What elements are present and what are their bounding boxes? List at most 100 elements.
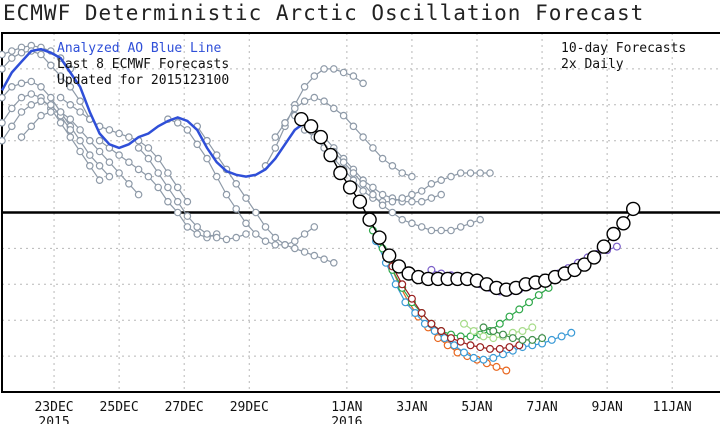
gray-forecast-3-point [8,104,16,113]
latest-forecast-point [352,194,368,209]
gray-forecast-0-point [8,47,16,55]
gray-forecast-15-point [437,226,446,235]
latest-forecast-point [303,119,319,134]
gray-forecast-1-point [46,61,55,70]
x-tick-label-7: 7JAN [526,400,557,415]
x-tick-label-9: 11JAN [653,400,692,415]
gray-forecast-1-point [8,54,16,62]
colored-forecasts [365,215,621,375]
gray-forecast-6-point [76,108,84,116]
gray-forecast-8-point [173,197,182,206]
gray-forecast-7-point [154,183,163,192]
gray-forecast-15-point [339,158,348,167]
colored-forecast-5-point [489,334,498,343]
gray-forecast-13-point [417,197,426,206]
gray-forecast-2-point [95,162,104,170]
colored-forecast-1-point [469,353,478,362]
gray-forecast-6-point [66,101,75,109]
x-tick-year-4: 2016 [331,415,362,424]
gray-forecast-6-point [144,144,153,152]
gray-forecast-5 [17,108,143,199]
gray-forecast-6-point [105,126,114,134]
gray-forecast-3-point [86,162,94,170]
colored-forecast-2-point [524,298,533,307]
colored-forecast-1-point [460,348,469,357]
gray-forecast-1-point [37,50,45,59]
gray-forecast-14-point [408,190,416,199]
latest-forecast-point [294,111,309,127]
gray-forecast-4-point [8,122,16,131]
colored-forecast-3-point [398,280,407,289]
colored-forecast-1-point [547,335,556,344]
gray-forecast-10-point [310,251,319,260]
gray-forecast-14-point [456,169,465,177]
colored-forecast-6-point [528,335,537,344]
gray-forecast-2-point [105,172,114,181]
gray-forecast-12-point [388,162,397,170]
gray-forecast-12-point [339,111,348,120]
legend-updated: Updated for 2015123100 [57,73,229,88]
gray-forecast-10-point [329,258,338,267]
gray-forecast-5-point [125,180,133,188]
gray-forecast-9-point [310,223,319,231]
gray-forecast-13-point [369,183,377,192]
gray-forecast-11-point [300,83,309,91]
gray-forecast-7-point [95,136,104,145]
gray-forecast-12-point [398,169,407,177]
gray-forecast-5-point [105,158,114,167]
gray-forecast-8-point [134,144,143,152]
gray-forecast-6-point [125,133,133,141]
gray-forecast-12-point [329,104,338,113]
colored-forecast-1-point [420,319,429,328]
gray-forecast-15 [329,147,485,235]
gray-forecast-8-point [222,235,231,244]
gray-forecast-12-point [349,122,358,131]
gray-forecast-14-point [417,187,426,195]
colored-forecast-3-point [505,343,514,352]
gray-forecast-9-point [261,237,270,246]
gray-forecast-13-point [408,197,416,206]
gray-forecast-9-point [290,237,299,246]
gray-forecast-2-point [46,93,55,102]
gray-forecast-14-point [466,169,475,177]
gray-forecast-5-point [134,190,143,199]
gray-forecast-5-point [17,133,26,141]
latest-forecast [294,111,641,297]
gray-forecast-14-point [359,187,367,195]
legend-2x-daily: 2x Daily [561,57,624,72]
gray-forecast-8-point [154,169,163,177]
latest-forecast-point [313,129,328,145]
colored-forecast-1-point [450,341,459,350]
gray-forecast-6-point [56,93,65,102]
gray-forecast-5-point [76,126,84,134]
gray-forecast-15-point [476,215,485,224]
gray-forecast-9-point [222,190,231,199]
gray-forecast-8-point [144,154,153,163]
gray-forecast-8 [134,144,250,244]
colored-forecast-6-point [499,330,508,339]
colored-forecast-3-point [486,344,495,353]
chart-title: ECMWF Deterministic Arctic Oscillation F… [3,1,644,25]
gray-forecast-9-point [193,140,202,149]
gray-forecast-14-point [447,172,455,181]
gray-forecast-12-point [300,97,309,106]
gray-forecast-9-point [203,154,211,163]
gray-forecast-4-point [46,101,55,109]
gray-forecast-1 [0,47,94,124]
gray-forecast-9-point [252,230,260,238]
latest-forecast-point [586,250,602,265]
gray-forecast-8-point [232,233,241,242]
gray-forecast-14 [300,126,494,206]
gray-forecast-6-point [154,154,163,163]
latest-forecast-point [372,230,387,245]
gray-forecast-9-point [232,205,241,213]
colored-forecast-3-point [495,344,504,353]
gray-forecast-2-point [76,136,84,145]
x-tick-label-4: 1JAN [331,400,362,415]
x-tick-label-5: 3JAN [396,400,427,415]
gray-forecast-15-point [466,219,475,228]
latest-forecast-point [606,226,621,242]
colored-forecast-3-point [476,343,485,352]
latest-forecast-point [333,165,348,181]
gray-forecast-5-point [37,111,45,120]
